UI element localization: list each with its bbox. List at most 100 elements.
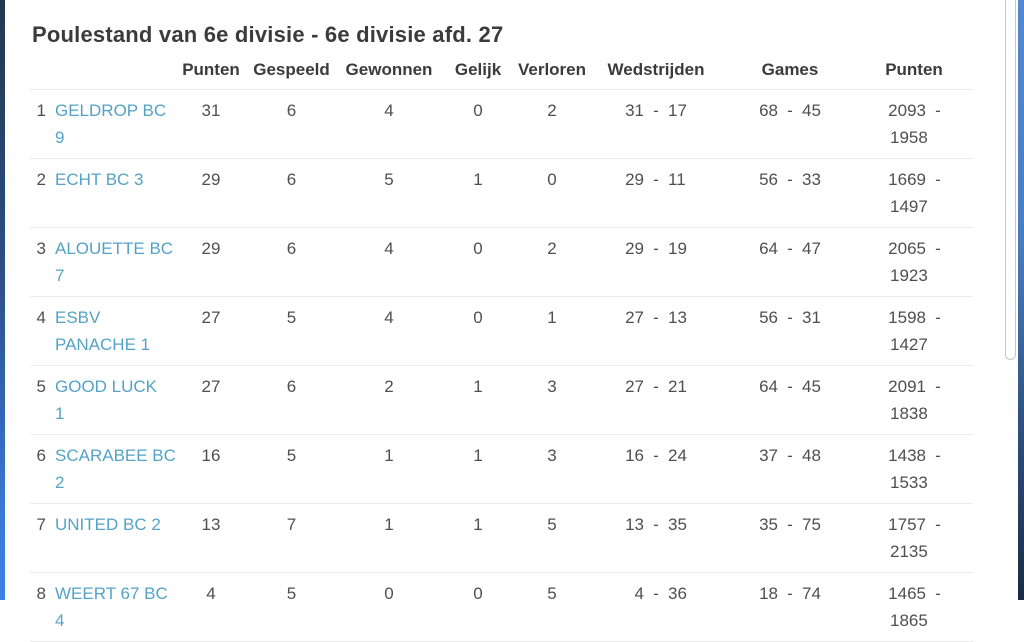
dash-separator: - bbox=[787, 515, 793, 534]
team-cell: ESBV PANACHE 1 bbox=[46, 296, 178, 366]
dash-separator: - bbox=[935, 239, 941, 258]
wedstrijden-score-for: 29 bbox=[625, 170, 644, 189]
team-cell: ECHT BC 3 bbox=[46, 158, 178, 228]
punten-cell: 31 bbox=[178, 89, 244, 159]
wedstrijden-score: 13-35 bbox=[587, 503, 725, 573]
games-score: 35-75 bbox=[725, 503, 855, 573]
wedstrijden-score-against: 13 bbox=[668, 308, 687, 327]
dash-separator: - bbox=[787, 446, 793, 465]
team-cell: ALOUETTE BC 7 bbox=[46, 227, 178, 297]
team-link[interactable]: SCARABEE BC 2 bbox=[55, 446, 176, 492]
standings-table: Punten Gespeeld Gewonnen Gelijk Verloren… bbox=[30, 54, 973, 642]
games-score-for: 68 bbox=[759, 101, 778, 120]
punten-score-against: 1427 bbox=[890, 335, 928, 354]
dash-separator: - bbox=[935, 377, 941, 396]
gespeeld-cell: 6 bbox=[244, 158, 339, 228]
rank-cell: 3 bbox=[30, 227, 46, 297]
team-link[interactable]: ESBV PANACHE 1 bbox=[55, 308, 151, 354]
gespeeld-cell: 5 bbox=[244, 296, 339, 366]
games-score-against: 45 bbox=[802, 101, 821, 120]
team-link[interactable]: WEERT 67 BC 4 bbox=[55, 584, 168, 630]
rank-cell: 2 bbox=[30, 158, 46, 228]
team-link[interactable]: ECHT BC 3 bbox=[55, 170, 144, 189]
header-games: Games bbox=[725, 54, 855, 90]
gewonnen-cell: 0 bbox=[339, 572, 439, 642]
games-score-for: 35 bbox=[759, 515, 778, 534]
team-link[interactable]: ALOUETTE BC 7 bbox=[55, 239, 174, 285]
games-score: 68-45 bbox=[725, 89, 855, 159]
scrollbar-thumb[interactable] bbox=[1005, 0, 1016, 360]
standings-body: 1 GELDROP BC 9 31 6 4 0 2 31-17 68-45 2093 -1958 2 E… bbox=[30, 89, 973, 642]
verloren-cell: 2 bbox=[517, 89, 587, 159]
gespeeld-cell: 7 bbox=[244, 503, 339, 573]
header-gespeeld: Gespeeld bbox=[244, 54, 339, 90]
punten-score-for: 2091 bbox=[888, 377, 926, 396]
table-row: 8 WEERT 67 BC 4 4 5 0 0 5 4-36 18-74 1465 -1865 bbox=[30, 572, 973, 642]
gewonnen-cell: 4 bbox=[339, 227, 439, 297]
wedstrijden-score-for: 4 bbox=[634, 584, 644, 603]
games-score-for: 18 bbox=[759, 584, 778, 603]
games-score-against: 74 bbox=[802, 584, 821, 603]
games-score-for: 64 bbox=[759, 377, 778, 396]
games-score-against: 33 bbox=[802, 170, 821, 189]
games-score: 18-74 bbox=[725, 572, 855, 642]
gespeeld-cell: 6 bbox=[244, 365, 339, 435]
punten-score-for: 1598 bbox=[888, 308, 926, 327]
gelijk-cell: 0 bbox=[439, 89, 517, 159]
table-row: 5 GOOD LUCK 1 27 6 2 1 3 27-21 64-45 2091 -1838 bbox=[30, 365, 973, 435]
punten-score: 2093 -1958 bbox=[855, 89, 973, 159]
games-score: 56-31 bbox=[725, 296, 855, 366]
punten-score-against: 1533 bbox=[890, 473, 928, 492]
header-gelijk: Gelijk bbox=[439, 54, 517, 90]
punten-cell: 27 bbox=[178, 365, 244, 435]
page-title: Poulestand van 6e divisie - 6e divisie a… bbox=[32, 22, 504, 47]
dash-separator: - bbox=[653, 584, 659, 603]
dash-separator: - bbox=[653, 170, 659, 189]
table-row: 2 ECHT BC 3 29 6 5 1 0 29-11 56-33 1669 -1497 bbox=[30, 158, 973, 228]
header-punten: Punten bbox=[178, 54, 244, 90]
wedstrijden-score: 16-24 bbox=[587, 434, 725, 504]
punten-score: 2065 -1923 bbox=[855, 227, 973, 297]
rank-cell: 8 bbox=[30, 572, 46, 642]
punten-cell: 29 bbox=[178, 158, 244, 228]
wedstrijden-score-against: 19 bbox=[668, 239, 687, 258]
games-score: 64-45 bbox=[725, 365, 855, 435]
wedstrijden-score-for: 27 bbox=[625, 377, 644, 396]
header-rank bbox=[30, 54, 46, 90]
header-verloren: Verloren bbox=[517, 54, 587, 90]
punten-score: 2091 -1838 bbox=[855, 365, 973, 435]
gespeeld-cell: 5 bbox=[244, 572, 339, 642]
dash-separator: - bbox=[653, 101, 659, 120]
verloren-cell: 5 bbox=[517, 503, 587, 573]
dash-separator: - bbox=[935, 308, 941, 327]
dash-separator: - bbox=[653, 515, 659, 534]
games-score-against: 31 bbox=[802, 308, 821, 327]
wedstrijden-score: 29-19 bbox=[587, 227, 725, 297]
punten-score: 1598 -1427 bbox=[855, 296, 973, 366]
team-link[interactable]: GOOD LUCK 1 bbox=[55, 377, 158, 423]
team-link[interactable]: GELDROP BC 9 bbox=[55, 101, 167, 147]
punten-score-for: 1757 bbox=[888, 515, 926, 534]
wedstrijden-score-against: 35 bbox=[668, 515, 687, 534]
table-row: 3 ALOUETTE BC 7 29 6 4 0 2 29-19 64-47 2065 -1923 bbox=[30, 227, 973, 297]
team-cell: SCARABEE BC 2 bbox=[46, 434, 178, 504]
punten-score-against: 1497 bbox=[890, 197, 928, 216]
wedstrijden-score: 27-13 bbox=[587, 296, 725, 366]
wedstrijden-score-against: 11 bbox=[668, 170, 686, 189]
gelijk-cell: 1 bbox=[439, 365, 517, 435]
punten-score: 1757 -2135 bbox=[855, 503, 973, 573]
punten-score-for: 2065 bbox=[888, 239, 926, 258]
dash-separator: - bbox=[787, 377, 793, 396]
scrollbar-track[interactable] bbox=[1004, 0, 1018, 600]
team-cell: GELDROP BC 9 bbox=[46, 89, 178, 159]
wedstrijden-score-for: 13 bbox=[625, 515, 644, 534]
punten-score-against: 2135 bbox=[890, 542, 928, 561]
dash-separator: - bbox=[787, 170, 793, 189]
header-gewonnen: Gewonnen bbox=[339, 54, 439, 90]
team-link[interactable]: UNITED BC 2 bbox=[55, 515, 161, 534]
team-cell: WEERT 67 BC 4 bbox=[46, 572, 178, 642]
dash-separator: - bbox=[653, 308, 659, 327]
wedstrijden-score-for: 27 bbox=[625, 308, 644, 327]
dash-separator: - bbox=[935, 101, 941, 120]
